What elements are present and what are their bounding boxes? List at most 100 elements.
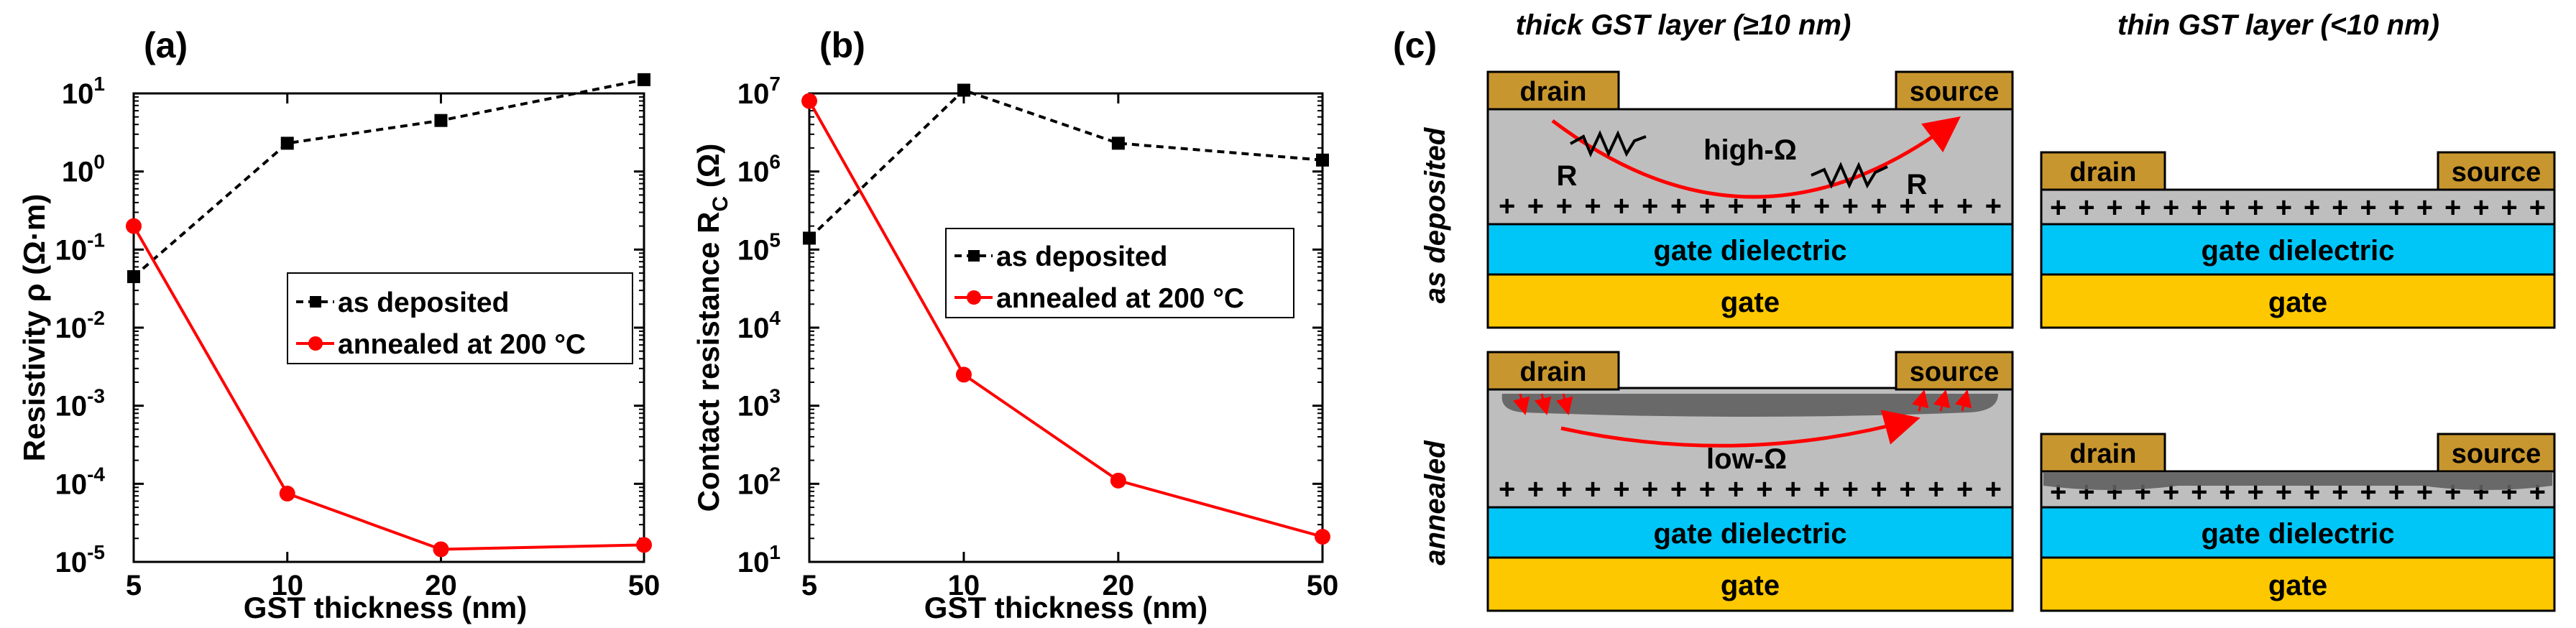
x-tick-label: 10	[948, 570, 980, 601]
panel-b-label: (b)	[819, 25, 865, 65]
y-tick-label: 10-1	[55, 228, 105, 266]
y-tick-label: 10-2	[55, 307, 105, 344]
y-tick-base: 10	[737, 547, 770, 578]
x-tick-label: 20	[1103, 570, 1135, 601]
gate-label: gate	[1721, 570, 1780, 601]
legend-b-ann-label: annealed at 200 °C	[996, 283, 1244, 314]
y-tick-base: 10	[737, 234, 770, 266]
panel-b-x-ticks: 5 10 20 50	[801, 93, 1338, 601]
y-tick-exponent: 3	[769, 385, 781, 407]
drain-contact	[1486, 70, 1620, 111]
charge-row: + + + + + + + + + + + + + + + + + +	[2050, 192, 2546, 223]
legend-b-dep-label: as deposited	[996, 241, 1167, 272]
device-thin-annealed: + + + + + + + + + + + + + + + + + + drai…	[2040, 433, 2556, 612]
data-point-annealed	[126, 218, 142, 234]
y-tick-label: 101	[737, 541, 781, 578]
panel-a-series	[126, 73, 652, 558]
gate-dielectric-layer	[1486, 506, 2014, 559]
y-tick-exponent: -5	[87, 541, 105, 563]
panel-c-label: (c)	[1393, 25, 1437, 65]
panel-a-x-ticks: 5 10 20 50	[126, 93, 660, 601]
data-point-annealed	[636, 537, 652, 553]
panel-a-legend: as deposited annealed at 200 °C	[287, 272, 633, 364]
source-contact	[2437, 151, 2556, 191]
source-contact	[2437, 433, 2556, 473]
y-tick-exponent: -1	[87, 228, 105, 251]
gate-dielectric-layer	[1486, 223, 2014, 276]
y-tick-base: 10	[62, 78, 94, 110]
data-point-as-deposited	[638, 73, 650, 86]
panel-b-y-label-main: Contact resistance R	[691, 212, 725, 512]
legend-a-ann-label: annealed at 200 °C	[338, 329, 586, 360]
panel-b-axes-frame	[808, 92, 1324, 563]
y-tick-label: 10-4	[55, 463, 106, 500]
y-tick-base: 10	[737, 313, 770, 344]
y-tick-exponent: 2	[769, 463, 781, 485]
panel-a-y-label: Resistivity ρ (Ω·m)	[17, 194, 51, 461]
data-point-as-deposited	[127, 270, 140, 284]
data-point-annealed	[279, 485, 295, 502]
high-ohm-label: high-Ω	[1703, 134, 1797, 166]
resistor-right-label: R	[1907, 169, 1928, 200]
drain-contact	[1486, 351, 1620, 391]
gate-layer	[1486, 556, 2014, 612]
col-title-thin: thin GST layer (<10 nm)	[2117, 9, 2439, 41]
y-tick-label: 101	[62, 73, 105, 110]
gate-label: gate	[2268, 287, 2327, 318]
y-tick-label: 100	[62, 151, 105, 188]
gate-dielectric-layer	[2040, 506, 2556, 559]
injection-arrows-source	[1911, 389, 1972, 412]
x-tick-label: 10	[271, 570, 303, 601]
legend-a-ann-marker	[308, 336, 323, 351]
gate-dielectric-label: gate dielectric	[2201, 518, 2394, 550]
device-thick-as-deposited: drain source + + + + + + + + + + + + + +…	[1486, 70, 2014, 329]
device-thick-annealed: drain source + + + + + + + + + + + + + +…	[1486, 351, 2014, 612]
gate-dielectric-label: gate dielectric	[1653, 518, 1846, 550]
source-label: source	[2452, 157, 2542, 188]
series-line-as-deposited	[808, 88, 1323, 239]
y-tick-label: 10-5	[55, 541, 105, 578]
gate-layer	[2040, 556, 2556, 612]
y-tick-base: 10	[55, 391, 88, 422]
current-path-arrow	[1551, 116, 1961, 199]
data-point-as-deposited	[957, 83, 970, 97]
panel-b-x-label: GST thickness (nm)	[924, 591, 1208, 624]
y-tick-exponent: 7	[769, 73, 781, 95]
y-tick-base: 10	[55, 313, 88, 344]
series-line-annealed	[132, 225, 645, 551]
drain-label: drain	[2070, 439, 2137, 469]
gate-dielectric-layer	[2040, 223, 2556, 276]
drain-label: drain	[1520, 77, 1587, 107]
gate-label: gate	[2268, 570, 2327, 601]
row-title-as-deposited: as deposited	[1420, 126, 1451, 303]
source-contact	[1895, 70, 2014, 111]
y-tick-label: 102	[737, 463, 781, 500]
series-line-as-deposited	[132, 78, 645, 278]
col-title-thick: thick GST layer (≥10 nm)	[1516, 9, 1852, 41]
x-tick-label: 50	[628, 570, 661, 601]
drain-label: drain	[2070, 157, 2137, 188]
data-point-as-deposited	[803, 231, 816, 245]
legend-a-dep-label: as deposited	[338, 287, 509, 318]
panel-a-label: (a)	[144, 25, 188, 65]
resistor-left-icon	[1570, 130, 1647, 157]
y-tick-base: 10	[737, 157, 770, 188]
data-point-as-deposited	[280, 137, 294, 150]
y-tick-base: 10	[737, 78, 770, 110]
panel-b-y-label-unit: (Ω)	[691, 144, 725, 196]
y-tick-exponent: -3	[87, 385, 105, 407]
row-title-annealed: annealed	[1420, 440, 1451, 565]
data-point-annealed	[433, 541, 449, 558]
drain-contact	[2040, 151, 2166, 191]
source-label: source	[1910, 357, 2000, 387]
panel-b-legend: as deposited annealed at 200 °C	[945, 228, 1294, 318]
gate-label: gate	[1721, 287, 1780, 318]
drain-label: drain	[1520, 357, 1587, 387]
data-point-annealed	[1110, 472, 1126, 489]
crystallized-region	[1501, 394, 1998, 417]
y-tick-label: 106	[737, 151, 781, 188]
low-ohm-label: low-Ω	[1706, 443, 1787, 475]
